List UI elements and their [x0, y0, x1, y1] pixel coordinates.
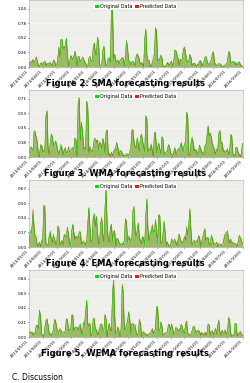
- Text: Figure 2. SMA forecasting results: Figure 2. SMA forecasting results: [46, 79, 204, 88]
- Legend: Original Data, Predicted Data: Original Data, Predicted Data: [93, 2, 178, 10]
- Text: C. Discussion: C. Discussion: [12, 373, 64, 382]
- Text: Figure 3. WMA forecasting results: Figure 3. WMA forecasting results: [44, 169, 206, 178]
- Legend: Original Data, Predicted Data: Original Data, Predicted Data: [93, 182, 178, 190]
- Text: Figure 5. WEMA forecasting results: Figure 5. WEMA forecasting results: [41, 349, 209, 358]
- Text: Figure 4. EMA forecasting results: Figure 4. EMA forecasting results: [46, 259, 204, 268]
- Legend: Original Data, Predicted Data: Original Data, Predicted Data: [93, 272, 178, 280]
- Legend: Original Data, Predicted Data: Original Data, Predicted Data: [93, 92, 178, 100]
